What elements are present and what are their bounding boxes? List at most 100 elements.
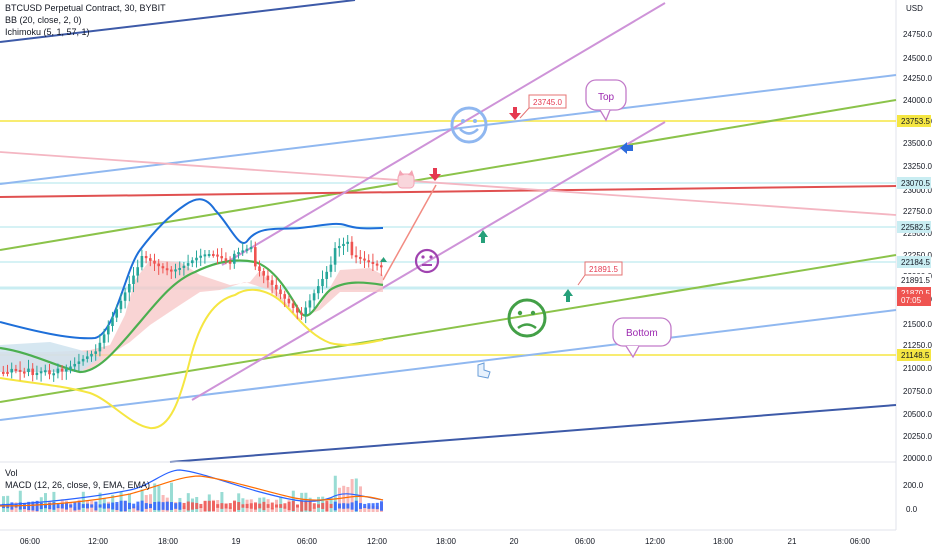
arrow-down-icon-2[interactable] bbox=[429, 168, 441, 181]
candle-body bbox=[207, 254, 211, 257]
green-upper-line[interactable] bbox=[0, 99, 897, 251]
symbol-legend[interactable]: BTCUSD Perpetual Contract, 30, BYBIT bbox=[5, 3, 166, 13]
candle-body bbox=[333, 248, 337, 265]
arrow-down-icon-1[interactable] bbox=[509, 107, 521, 120]
price-callout-1[interactable]: 23745.0 bbox=[519, 94, 567, 119]
macd-histogram-bar bbox=[191, 502, 194, 510]
price-badge[interactable]: 23753.5 bbox=[897, 115, 931, 127]
candle-body bbox=[220, 256, 223, 259]
price-axis-currency: USD bbox=[906, 4, 923, 13]
price-badge[interactable]: 23070.5 bbox=[897, 177, 931, 189]
pink-descending-line[interactable] bbox=[0, 151, 897, 216]
candle-body bbox=[283, 294, 286, 299]
macd-histogram-bar bbox=[312, 503, 316, 509]
price-badge[interactable]: 21148.5 bbox=[897, 349, 931, 361]
price-tick-label: 24500.0 bbox=[903, 54, 932, 63]
macd-histogram-bar bbox=[338, 503, 341, 509]
price-tick-label: 22250.0 bbox=[903, 251, 932, 260]
ichimoku-legend[interactable]: Ichimoku (5, 1, 57, 1) bbox=[5, 27, 90, 37]
macd-histogram-bar bbox=[107, 503, 110, 509]
candle-body bbox=[300, 312, 303, 315]
green-lower-line[interactable] bbox=[0, 254, 897, 403]
time-tick-label: 18:00 bbox=[713, 537, 734, 546]
macd-histogram-bar bbox=[241, 504, 245, 508]
price-tick-label: 21500.0 bbox=[903, 320, 932, 329]
dark-blue-top-line[interactable] bbox=[0, 0, 356, 43]
sad-face-icon[interactable] bbox=[507, 298, 547, 338]
price-tick-label: 20500.0 bbox=[903, 410, 932, 419]
volume-bar bbox=[199, 506, 203, 512]
price-callout-2[interactable]: 21891.5 bbox=[577, 261, 623, 286]
hand-pointer-icon[interactable] bbox=[477, 362, 491, 379]
annotations[interactable]: 23745.0 21891.5 Top Bottom bbox=[380, 79, 672, 379]
projection-arrow-line[interactable] bbox=[382, 184, 437, 281]
candle-body bbox=[153, 260, 156, 264]
price-tick-label: 24250.0 bbox=[903, 74, 932, 83]
price-axis[interactable]: USD bbox=[895, 0, 923, 530]
price-badge-text: 22582.5 bbox=[901, 223, 930, 232]
volume-bar bbox=[296, 504, 299, 512]
candle-body bbox=[325, 271, 328, 279]
price-axis-badges[interactable]: 23753.5 23070.5 22582.5 22184.5 21891.5 21870… bbox=[897, 115, 931, 361]
candle-body bbox=[10, 368, 13, 373]
price-badge-text: 22184.5 bbox=[901, 258, 930, 267]
macd-histogram-bar bbox=[333, 501, 337, 511]
red-horizontal-line[interactable] bbox=[0, 185, 897, 198]
macd-signal-line bbox=[0, 475, 384, 507]
candle-body bbox=[44, 370, 47, 373]
price-badge-text: 23753.5 bbox=[901, 117, 930, 126]
candle-body bbox=[375, 263, 379, 266]
candle-body bbox=[245, 248, 249, 251]
volume-bar bbox=[52, 491, 56, 512]
trend-lines[interactable] bbox=[0, 0, 897, 463]
price-badge[interactable]: 21891.5 bbox=[897, 274, 931, 286]
price-tick-label: 20750.0 bbox=[903, 387, 932, 396]
volume-bar bbox=[157, 485, 161, 512]
cat-face-icon[interactable] bbox=[397, 170, 415, 189]
price-badge[interactable]: 07:05 bbox=[897, 294, 931, 306]
arrow-up-icon-1[interactable] bbox=[478, 230, 488, 243]
bollinger-bands bbox=[0, 198, 384, 430]
candle-body bbox=[233, 253, 236, 264]
light-blue-upper-line[interactable] bbox=[0, 74, 897, 185]
purple-channel-lower[interactable] bbox=[191, 121, 666, 401]
time-tick-label: 21 bbox=[788, 537, 797, 546]
arrow-up-icon-2[interactable] bbox=[563, 289, 573, 302]
volume-bar bbox=[170, 482, 173, 512]
arrow-up-small-icon[interactable] bbox=[380, 257, 387, 262]
time-axis[interactable]: 06:00 12:00 18:00 19 06:00 12:00 18:00 20 06:00 1… bbox=[20, 537, 871, 546]
macd-histogram-bar bbox=[321, 503, 325, 509]
candle-body bbox=[329, 264, 333, 272]
smiley-icon-top[interactable] bbox=[450, 106, 488, 144]
macd-histogram-bar bbox=[371, 503, 375, 509]
purple-channel-upper[interactable] bbox=[221, 2, 666, 266]
macd-histogram-bar bbox=[245, 503, 249, 509]
bb-legend[interactable]: BB (20, close, 2, 0) bbox=[5, 15, 82, 25]
bb-lower-band bbox=[0, 288, 384, 430]
price-badge-text: 23070.5 bbox=[901, 179, 930, 188]
arrow-left-icon[interactable] bbox=[620, 142, 633, 154]
candle-body bbox=[140, 255, 144, 268]
price-tick-label: 22750.0 bbox=[903, 207, 932, 216]
macd-pane[interactable]: 200.0 0.0 bbox=[0, 469, 924, 514]
bottom-callout-bubble[interactable]: Bottom bbox=[612, 317, 672, 359]
price-badge-text: 21148.5 bbox=[901, 351, 930, 360]
macd-histogram-bar bbox=[254, 502, 257, 510]
price-badge-text: 21891.5 bbox=[901, 276, 930, 285]
macd-axis-200: 200.0 bbox=[903, 481, 924, 490]
light-blue-lower-line[interactable] bbox=[0, 309, 897, 421]
top-callout-bubble[interactable]: Top bbox=[585, 79, 627, 122]
macd-histogram-bar bbox=[35, 500, 39, 512]
price-badge[interactable]: 22184.5 bbox=[897, 256, 931, 268]
candlestick-series[interactable] bbox=[2, 234, 383, 382]
neutral-face-icon[interactable] bbox=[414, 248, 440, 274]
macd-histogram-bar bbox=[346, 503, 350, 509]
price-badge[interactable]: 22582.5 bbox=[897, 221, 931, 233]
macd-legend[interactable]: MACD (12, 26, close, 9, EMA, EMA) bbox=[5, 480, 151, 490]
dark-blue-bottom-line[interactable] bbox=[169, 404, 897, 463]
volume-legend[interactable]: Vol bbox=[5, 468, 18, 478]
macd-histogram-bar bbox=[90, 504, 94, 508]
candle-body bbox=[304, 307, 307, 315]
